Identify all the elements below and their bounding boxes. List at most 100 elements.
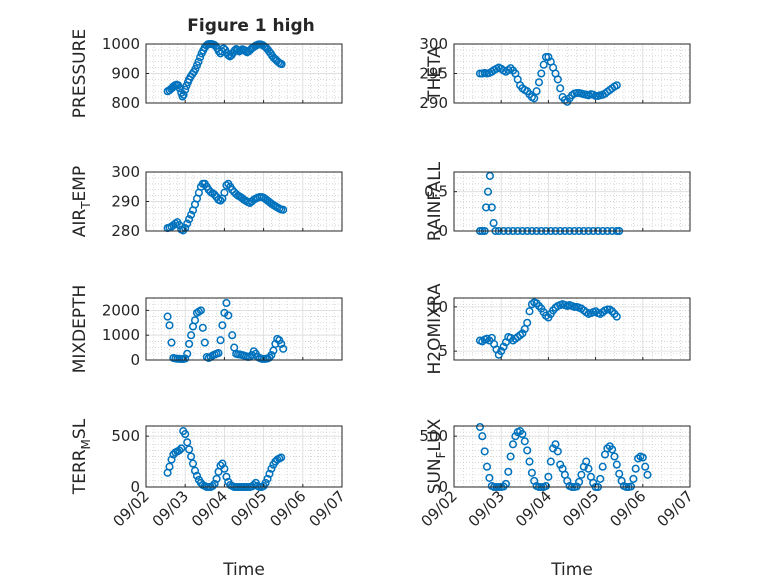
axes-box (453, 297, 691, 361)
data-point (551, 440, 560, 449)
data-point (187, 210, 196, 219)
data-point (181, 85, 190, 94)
y-tick-label: 290 (419, 94, 448, 112)
subplot-pressure: 800 900 1000 PRESSURE (70, 29, 343, 118)
data-point (200, 338, 209, 347)
data-point (183, 438, 192, 447)
data-point (641, 462, 650, 471)
y-tick-label: 5 (438, 342, 448, 360)
axes-box (453, 425, 691, 488)
data-point (475, 422, 485, 432)
y-axis-label: THETA (425, 46, 445, 102)
y-axis-label-main: PRESSURE (70, 29, 90, 118)
data-point (279, 205, 288, 214)
data-point (165, 321, 174, 330)
figure-title: Figure 1 high (187, 16, 315, 36)
data-point (610, 452, 619, 461)
data-point (228, 331, 237, 340)
data-point (598, 462, 607, 471)
y-axis-label-subscript: F (434, 451, 448, 458)
data-point (534, 78, 544, 87)
data-point (482, 203, 491, 212)
data-point (194, 57, 203, 66)
data-point (518, 430, 527, 439)
data-point (489, 219, 498, 228)
y-axis-label-main: RAINFALL (425, 161, 445, 241)
data-point (165, 462, 174, 471)
y-axis-label-subscript: M (79, 439, 93, 449)
y-tick-label: 500 (111, 427, 140, 445)
y-tick-label: 0.5 (424, 183, 448, 201)
data-point (191, 65, 200, 74)
data-point (216, 196, 225, 205)
data-point (187, 452, 196, 461)
data-point (539, 60, 548, 69)
data-point (603, 305, 612, 314)
data-point (530, 94, 539, 103)
data-point (523, 318, 532, 327)
data-point (175, 84, 184, 93)
y-tick-label: 0 (438, 478, 448, 496)
y-axis-label: SUNFLUX (425, 418, 448, 494)
axes-box (453, 171, 691, 232)
y-axis-label-main: TERR (70, 449, 90, 495)
data-point (167, 455, 176, 464)
y-tick-label: 280 (111, 222, 140, 240)
x-axis-label: Time (550, 560, 593, 580)
data-point (218, 321, 227, 330)
data-point (181, 354, 190, 363)
data-point (177, 444, 186, 453)
data-point (218, 459, 227, 468)
y-tick-label: 290 (111, 193, 140, 211)
data-point (188, 459, 198, 468)
y-axis-label-main: SUN (425, 458, 445, 494)
data-point (279, 344, 288, 353)
y-tick-label: 0 (130, 478, 140, 496)
data-point (185, 445, 194, 454)
data-point (553, 75, 562, 84)
data-point (643, 470, 652, 479)
data-point (525, 457, 534, 466)
y-axis-label-main: MIXDEPTH (70, 285, 90, 374)
y-tick-label: 0 (438, 222, 448, 240)
y-tick-label: 0 (130, 351, 140, 369)
data-point (277, 60, 286, 69)
data-point (222, 181, 231, 190)
axes-background (146, 298, 342, 360)
y-axis-label-tail: LUX (425, 418, 445, 451)
y-tick-label: 2000 (102, 301, 140, 319)
data-point (520, 437, 529, 446)
data-point (190, 466, 200, 475)
data-point (179, 226, 188, 235)
data-point (267, 464, 276, 473)
data-point (208, 481, 217, 491)
data-point (525, 307, 534, 316)
data-point (212, 474, 221, 483)
data-point (175, 446, 184, 455)
data-point (483, 187, 493, 196)
data-point (263, 474, 272, 483)
data-point (631, 464, 640, 473)
data-point (198, 323, 207, 332)
data-point (187, 331, 196, 340)
data-point (577, 470, 586, 479)
data-point (181, 430, 190, 439)
data-point (214, 349, 223, 358)
y-tick-label: 295 (419, 65, 448, 83)
y-axis-label-main: AIR (70, 209, 90, 238)
data-point (506, 452, 515, 461)
data-point (556, 84, 565, 93)
data-point (504, 467, 513, 476)
data-point (485, 171, 494, 180)
y-tick-label: 1000 (102, 35, 140, 53)
y-axis-label-subscript: T (79, 201, 93, 210)
data-point (612, 81, 621, 90)
data-point (612, 312, 621, 321)
data-point (267, 350, 276, 360)
data-point (220, 188, 229, 197)
